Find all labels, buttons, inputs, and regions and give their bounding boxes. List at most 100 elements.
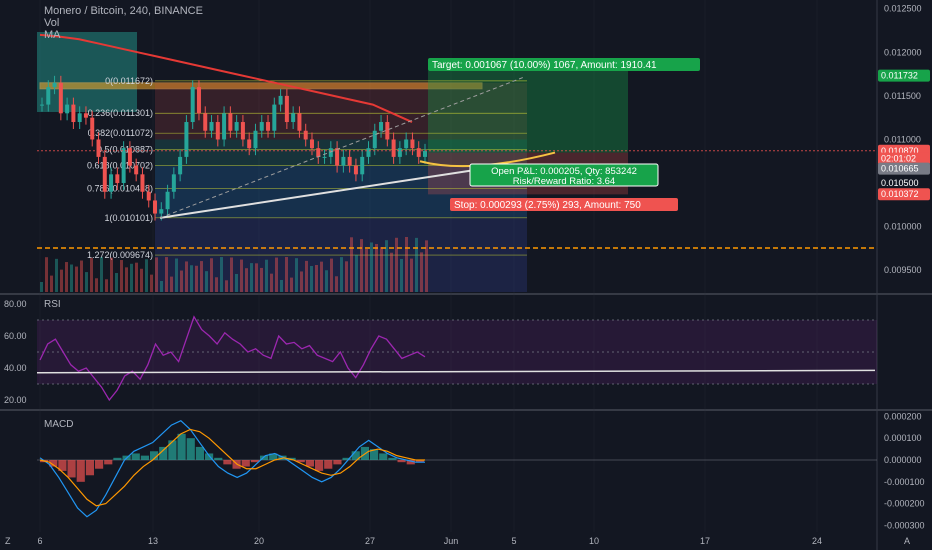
macd-tick-label: -0.000300	[884, 520, 925, 530]
rsi-tick-label: 20.00	[4, 395, 27, 405]
candle-body	[153, 200, 158, 214]
candle-body	[316, 148, 321, 157]
ma-label: MA	[44, 29, 61, 41]
x-tick-label: 10	[589, 536, 599, 546]
volume-bar	[310, 266, 313, 292]
candle-body	[397, 148, 402, 157]
macd-histogram-bar	[76, 460, 85, 482]
macd-histogram-bar	[214, 457, 223, 460]
pnl-label: Open P&L: 0.000205, Qty: 853242	[491, 166, 637, 177]
macd-histogram-bar	[406, 460, 415, 465]
candle-body	[196, 87, 201, 114]
macd-histogram-bar	[168, 440, 177, 460]
fib-level-label: 0.236(0.011301)	[88, 108, 153, 118]
candle-body	[90, 117, 95, 140]
candle-body	[209, 122, 214, 131]
volume-bar	[75, 266, 78, 292]
volume-bar	[175, 258, 178, 292]
volume-bar	[110, 257, 113, 292]
volume-bar	[160, 280, 163, 292]
volume-bar	[220, 257, 223, 292]
candle-body	[134, 165, 139, 175]
candle-body	[416, 148, 421, 157]
volume-bar	[90, 257, 93, 292]
macd-histogram-bar	[104, 460, 113, 465]
volume-bar	[410, 258, 413, 292]
candle-body	[71, 104, 76, 123]
candle-body	[52, 82, 57, 88]
volume-bar	[300, 271, 303, 292]
auto-scale-button: A	[904, 536, 910, 546]
candle-body	[379, 122, 384, 131]
volume-bar	[125, 267, 128, 292]
volume-bar	[215, 277, 218, 292]
candle-body	[140, 174, 145, 192]
macd-tick-label: 0.000100	[884, 433, 922, 443]
macd-histogram-bar	[205, 453, 214, 460]
rsi-trend-line	[36, 369, 876, 374]
candle-body	[165, 191, 170, 210]
candle-body	[159, 209, 164, 214]
macd-line	[39, 420, 425, 518]
candle-body	[190, 87, 195, 123]
fib-level-label: 0.382(0.011072)	[88, 128, 153, 138]
price-tick-label: 0.010000	[884, 222, 922, 232]
volume-bar	[85, 272, 88, 292]
macd-histogram-bar	[186, 438, 195, 460]
candle-body	[46, 87, 51, 105]
price-badge-label: 02:01:02	[881, 154, 916, 164]
macd-histogram-bar	[131, 453, 140, 460]
x-tick-label: 13	[148, 536, 158, 546]
fib-level-label: 0(0.011672)	[105, 76, 153, 86]
macd-histogram-bar	[260, 455, 269, 460]
volume-bar	[345, 261, 348, 292]
price-tick-label: 0.011500	[884, 91, 921, 101]
volume-bar	[265, 259, 268, 292]
ma-line-red	[39, 33, 413, 123]
candle-body	[259, 122, 264, 131]
candle-body	[65, 104, 70, 114]
macd-histogram-bar	[150, 451, 159, 460]
signal-line	[39, 428, 425, 507]
macd-histogram-bar	[296, 460, 305, 463]
x-tick-label: 24	[812, 536, 822, 546]
candle-body	[284, 95, 289, 123]
price-badge-label: 0.010870	[881, 146, 919, 156]
price-tick-label: 0.012000	[884, 47, 922, 57]
volume-bar	[170, 276, 173, 292]
volume-bar	[230, 257, 233, 292]
price-badge-label: 0.010372	[881, 189, 919, 199]
x-tick-label: 5	[511, 536, 516, 546]
x-tick-label: 20	[254, 536, 264, 546]
trend-line	[159, 168, 476, 219]
macd-tick-label: -0.000100	[884, 477, 925, 487]
candle-body	[247, 139, 252, 149]
macd-histogram-bar	[388, 457, 397, 460]
volume-bar	[50, 275, 53, 292]
candle-body	[184, 122, 189, 157]
macd-histogram-bar	[223, 460, 232, 465]
candle-body	[96, 139, 101, 157]
macd-histogram-bar	[305, 460, 314, 467]
volume-bar	[205, 271, 208, 292]
candle-body	[222, 113, 227, 140]
volume-bar	[240, 259, 243, 292]
price-badge-label: 0.010665	[881, 164, 919, 174]
volume-bar	[335, 276, 338, 292]
volume-bar	[65, 262, 68, 292]
macd-histogram-bar	[370, 449, 379, 460]
candle-body	[366, 148, 371, 157]
macd-histogram-bar	[379, 453, 388, 460]
stop-label-box	[450, 198, 678, 211]
candle-body	[127, 148, 132, 166]
volume-bar	[420, 252, 423, 292]
volume-bar	[70, 264, 73, 292]
resistance-band	[39, 82, 483, 90]
rsi-tick-label: 60.00	[4, 331, 27, 341]
vol-label: Vol	[44, 17, 60, 29]
rsi-line	[39, 315, 426, 402]
price-tick-label: 0.011000	[884, 134, 921, 144]
candle-body	[328, 148, 333, 157]
candle-body	[40, 104, 44, 106]
